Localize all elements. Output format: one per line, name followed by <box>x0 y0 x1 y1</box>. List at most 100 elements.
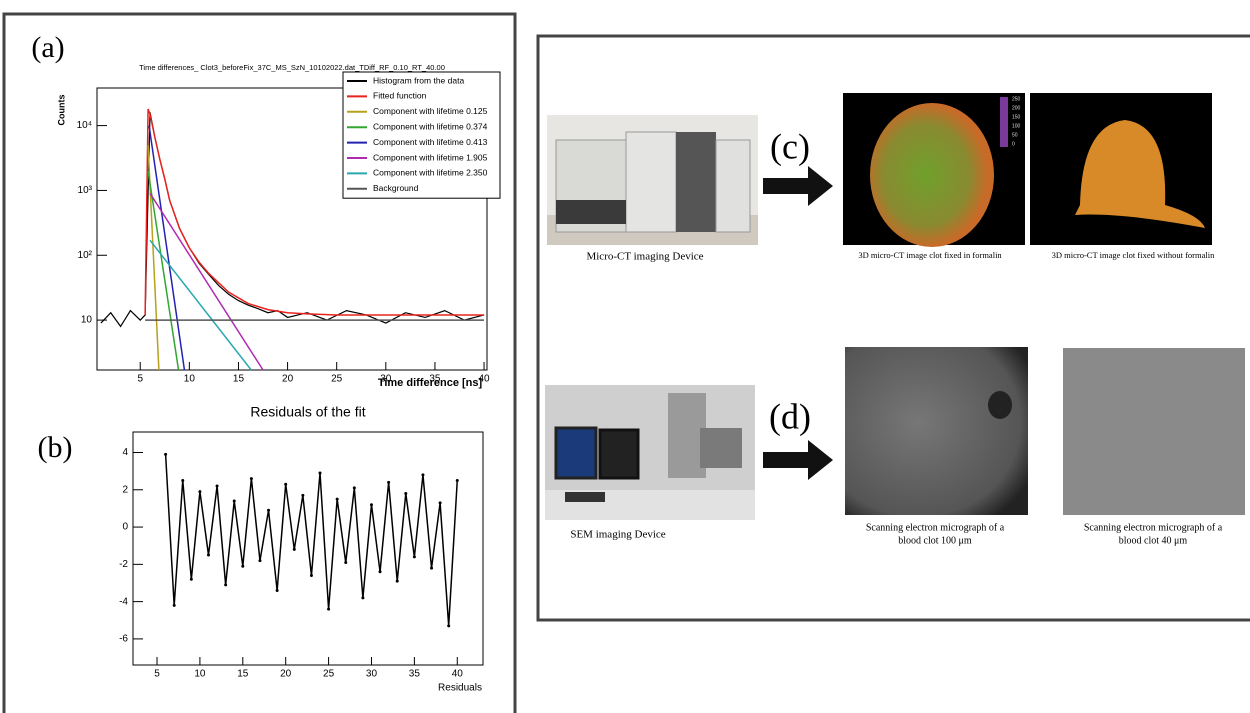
data-point <box>369 503 373 507</box>
colorbar-label: 100 <box>1012 123 1021 129</box>
left-frame <box>2 12 517 713</box>
data-point <box>455 478 459 482</box>
legend-label: Component with lifetime 1.905 <box>373 152 488 162</box>
legend-label: Fitted function <box>373 91 427 101</box>
x-axis-label: Time difference [ns] <box>378 377 483 389</box>
data-point <box>309 574 313 578</box>
y-tick-label: -4 <box>119 596 128 607</box>
data-point <box>292 547 296 551</box>
data-point <box>412 555 416 559</box>
data-point <box>344 560 348 564</box>
legend-label: Background <box>373 183 419 193</box>
data-point <box>301 493 305 497</box>
data-point <box>387 480 391 484</box>
caption: 3D micro-CT image clot fixed without for… <box>1052 250 1215 260</box>
data-point <box>318 471 322 475</box>
data-point <box>215 484 219 488</box>
y-tick-label: 4 <box>122 447 128 458</box>
x-tick-label: 15 <box>233 374 245 385</box>
caption: blood clot 40 μm <box>1119 535 1188 546</box>
colorbar-label: 50 <box>1012 132 1018 138</box>
data-point <box>395 579 399 583</box>
panel-label: (a) <box>31 31 64 64</box>
panel-label: (d) <box>769 396 811 436</box>
y-tick-label: 0 <box>122 522 128 533</box>
data-point <box>232 499 236 503</box>
y-tick-label: 10⁴ <box>77 120 92 131</box>
y-axis-label: Counts <box>56 95 66 126</box>
data-point <box>181 478 185 482</box>
data-point <box>284 482 288 486</box>
legend-label: Component with lifetime 0.413 <box>373 137 488 147</box>
data-point <box>258 559 262 563</box>
series-line <box>149 239 252 371</box>
arrow <box>763 166 833 206</box>
y-tick-label: 10² <box>78 250 93 261</box>
x-tick-label: 25 <box>323 669 335 680</box>
photo-sem-image <box>845 347 1028 515</box>
caption: 3D micro-CT image clot fixed in formalin <box>858 250 1002 260</box>
colorbar <box>1000 97 1008 147</box>
data-point <box>335 497 339 501</box>
y-tick-label: -6 <box>119 634 128 645</box>
x-tick-label: 30 <box>366 669 378 680</box>
y-tick-label: -2 <box>119 559 128 570</box>
photo-sem-image <box>1063 348 1245 515</box>
y-tick-label: 10³ <box>78 185 93 196</box>
y-tick-label: 10 <box>81 315 93 326</box>
x-tick-label: 5 <box>137 374 143 385</box>
data-point <box>404 492 408 496</box>
plot-frame <box>96 87 488 371</box>
caption: SEM imaging Device <box>570 529 665 541</box>
x-tick-label: 15 <box>237 669 249 680</box>
panel-label: (b) <box>38 431 73 464</box>
data-point <box>378 570 382 574</box>
x-tick-label: 40 <box>452 669 464 680</box>
x-tick-label: 40 <box>478 374 490 385</box>
series-line <box>164 454 459 626</box>
right-frame <box>536 34 1250 622</box>
caption: Scanning electron micrograph of a <box>866 522 1005 533</box>
x-tick-label: 20 <box>280 669 292 680</box>
colorbar-label: 250 <box>1012 96 1021 102</box>
legend-box <box>342 71 501 199</box>
y-tick-label: 2 <box>122 484 128 495</box>
data-point <box>224 583 228 587</box>
x-tick-label: 25 <box>331 374 343 385</box>
x-tick-label: 30 <box>380 374 392 385</box>
data-point <box>361 596 365 600</box>
x-tick-label: 35 <box>409 669 421 680</box>
data-point <box>267 508 271 512</box>
ct-clot <box>1075 120 1205 228</box>
series-line <box>147 170 180 371</box>
x-tick-label: 35 <box>429 374 441 385</box>
ct-clot <box>870 103 994 247</box>
data-point <box>249 477 253 481</box>
data-point <box>172 603 176 607</box>
data-point <box>241 564 245 568</box>
colorbar-label: 200 <box>1012 105 1021 111</box>
caption: Scanning electron micrograph of a <box>1084 522 1223 533</box>
plot-frame <box>132 431 484 666</box>
chart-title: Time differences_ Clot3_beforeFix_37C_MS… <box>139 63 445 72</box>
data-point <box>421 473 425 477</box>
x-tick-label: 10 <box>184 374 196 385</box>
legend-label: Component with lifetime 0.374 <box>373 121 488 131</box>
chart-title: Residuals of the fit <box>250 404 365 420</box>
legend-label: Component with lifetime 0.125 <box>373 106 488 116</box>
series-line <box>144 108 485 316</box>
photo-sem-device <box>545 385 755 520</box>
series-line <box>149 192 264 371</box>
x-axis-label: Residuals <box>438 683 482 694</box>
panel-label: (c) <box>770 126 810 166</box>
x-tick-label: 10 <box>194 669 206 680</box>
x-tick-label: 5 <box>154 669 160 680</box>
caption: blood clot 100 μm <box>898 535 972 546</box>
data-point <box>206 553 210 557</box>
data-point <box>447 624 451 628</box>
caption: Micro-CT imaging Device <box>586 251 703 263</box>
data-point <box>430 566 434 570</box>
colorbar-label: 0 <box>1012 141 1015 147</box>
sem-pore <box>988 391 1012 419</box>
